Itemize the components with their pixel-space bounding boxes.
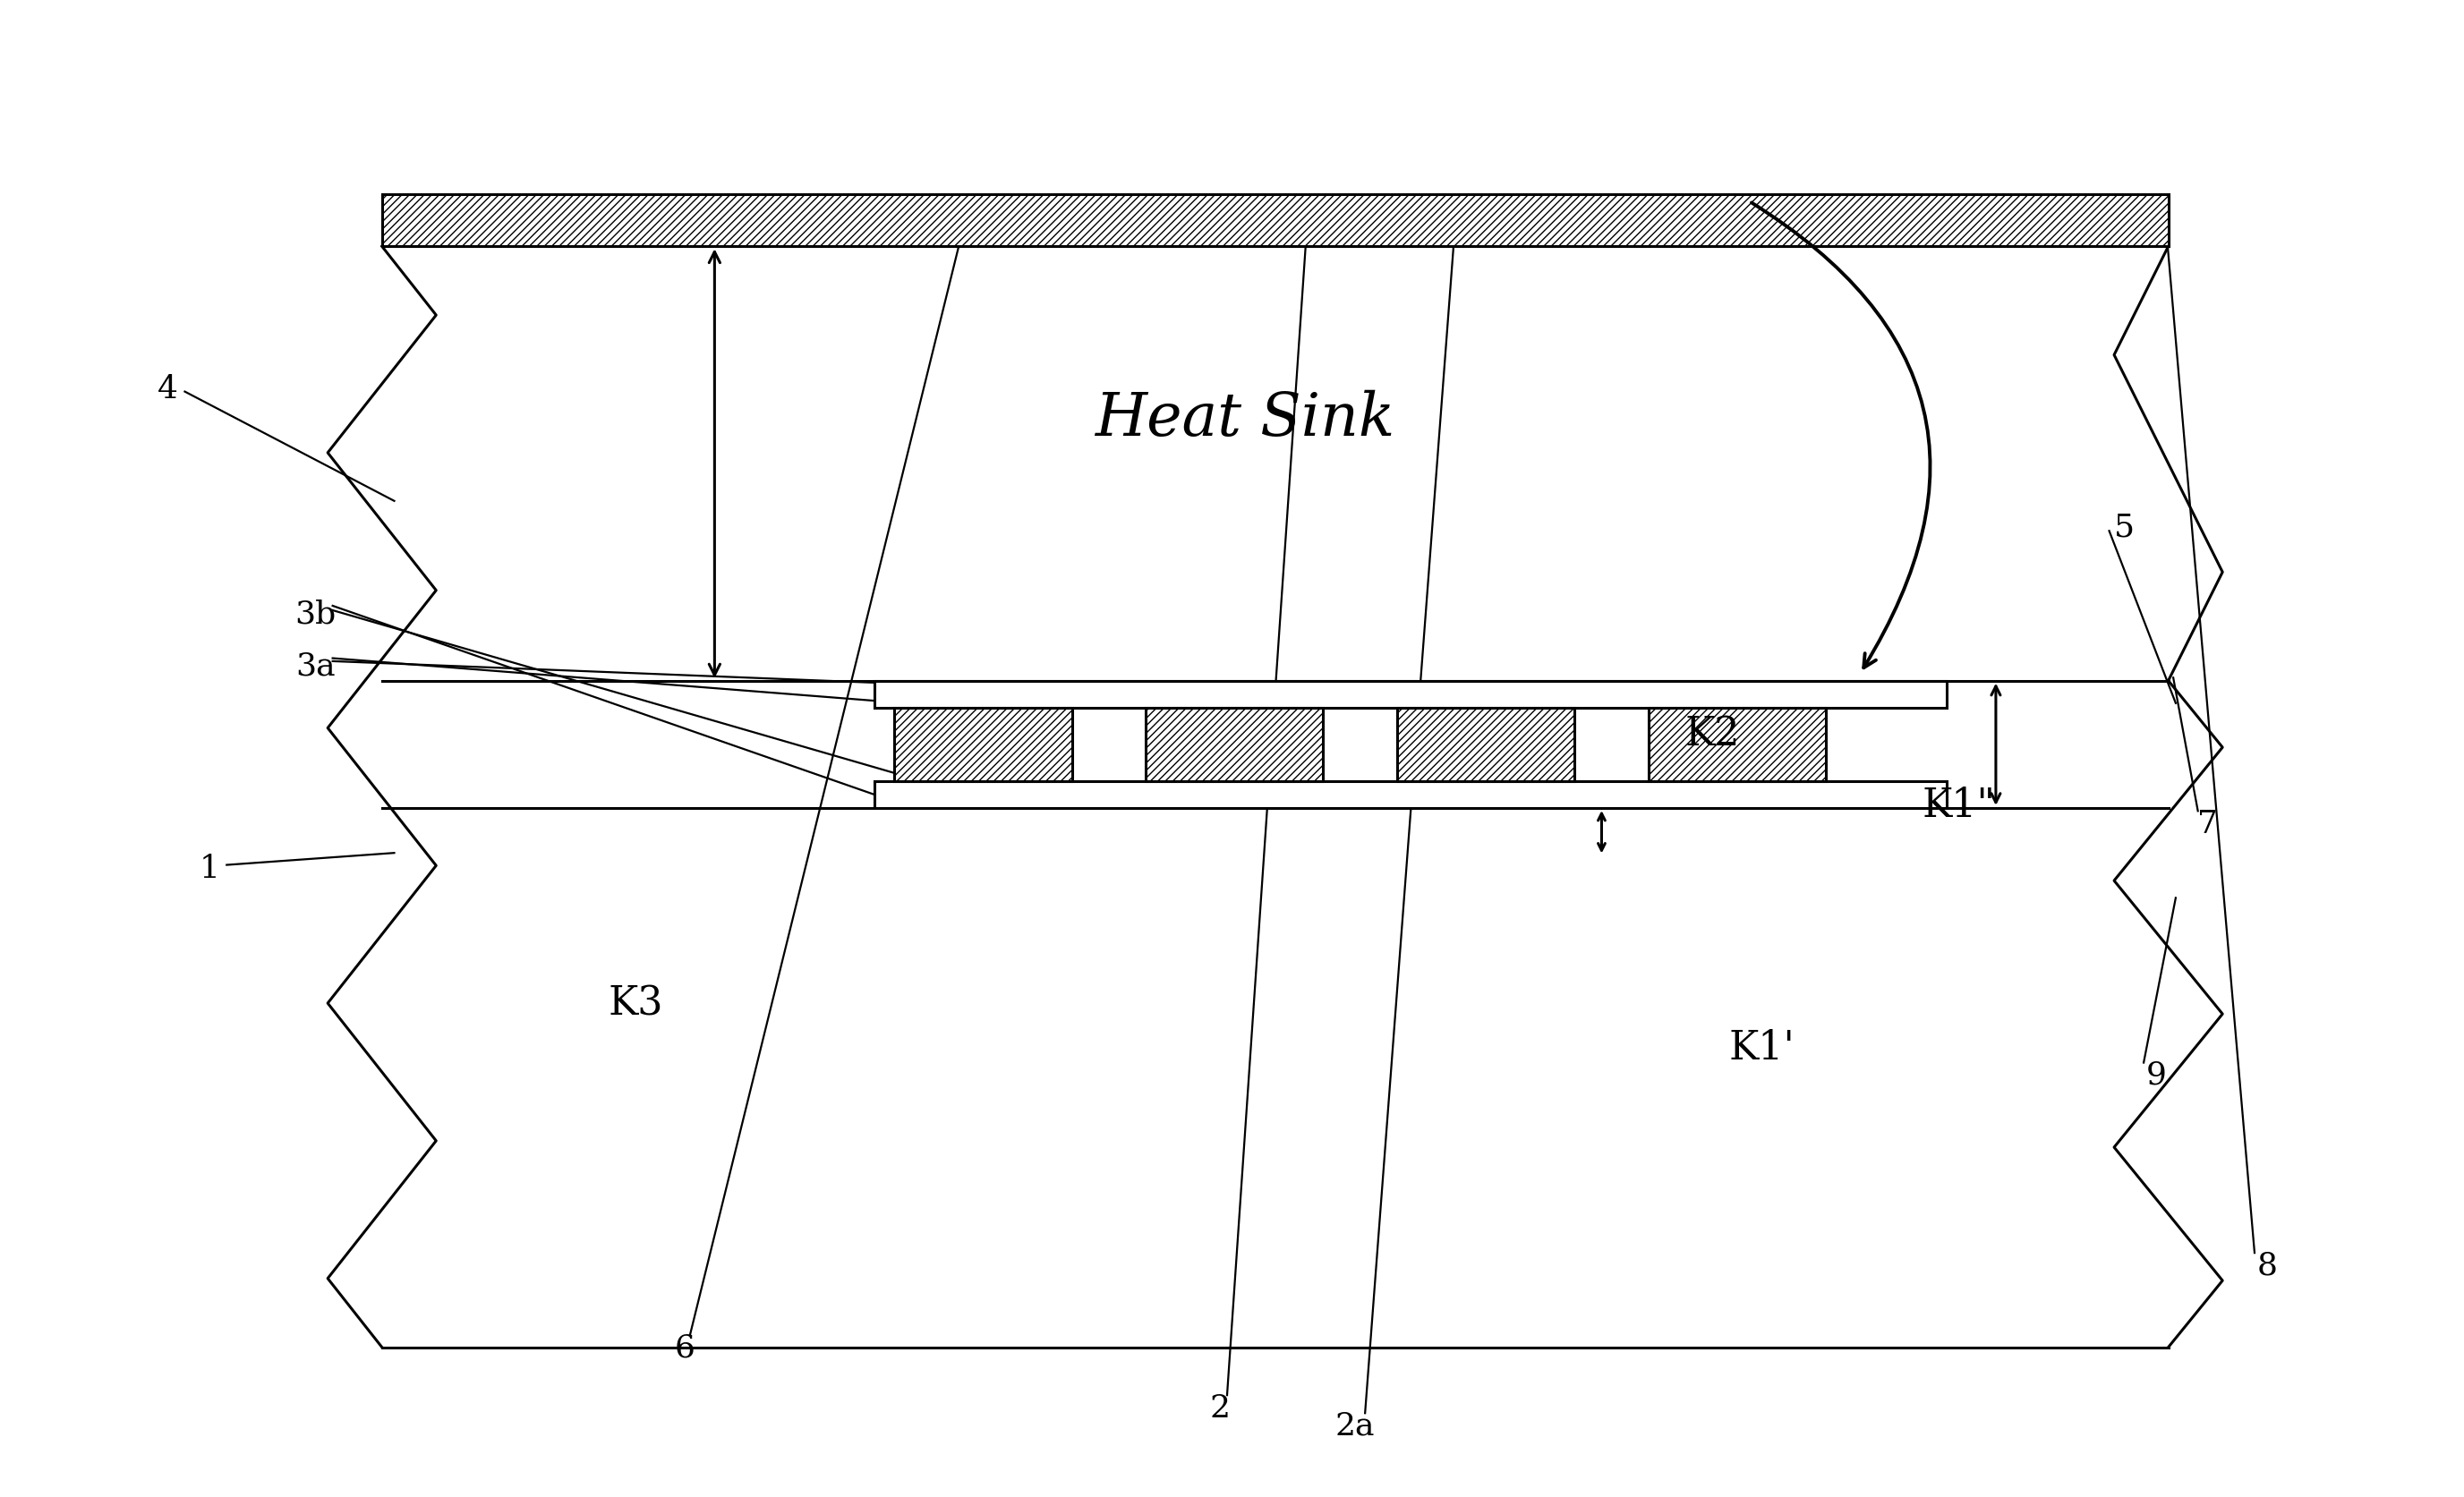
Text: 3a: 3a bbox=[296, 651, 335, 681]
Text: 9: 9 bbox=[2146, 1060, 2166, 1090]
Bar bbox=[875, 781, 1947, 808]
Text: K1": K1" bbox=[1922, 786, 1996, 825]
Text: 6: 6 bbox=[675, 1332, 695, 1362]
Text: 5: 5 bbox=[2114, 512, 2134, 542]
Text: K3: K3 bbox=[609, 984, 663, 1022]
Bar bbox=[875, 681, 1947, 708]
Text: 7: 7 bbox=[2198, 808, 2218, 838]
Text: 8: 8 bbox=[2257, 1250, 2277, 1280]
Text: 2: 2 bbox=[1210, 1392, 1230, 1422]
Text: 1: 1 bbox=[200, 853, 219, 883]
Bar bbox=[1146, 708, 1323, 781]
Text: K2: K2 bbox=[1685, 714, 1740, 753]
Bar bbox=[894, 708, 1072, 781]
Text: 2a: 2a bbox=[1335, 1410, 1375, 1440]
Text: K1': K1' bbox=[1730, 1028, 1794, 1067]
Text: 3b: 3b bbox=[296, 599, 335, 629]
Text: Heat Sink: Heat Sink bbox=[1094, 391, 1395, 448]
Bar bbox=[1648, 708, 1826, 781]
Bar bbox=[382, 195, 2168, 247]
Text: 4: 4 bbox=[158, 374, 177, 404]
Bar bbox=[1397, 708, 1574, 781]
